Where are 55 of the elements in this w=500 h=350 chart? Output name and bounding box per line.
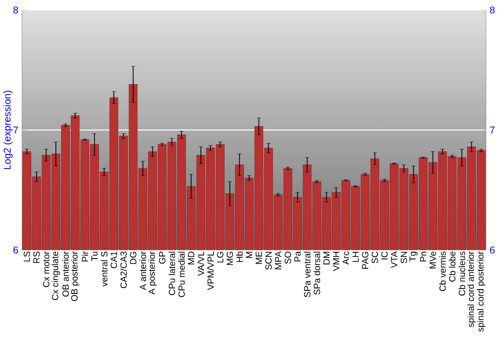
x-tick-label: Tg (409, 252, 418, 262)
x-tick-label: SO (284, 252, 292, 264)
x-tick-label: SN (400, 252, 408, 264)
x-tick-label: Arc (342, 251, 349, 265)
x-tick-label: SC (372, 252, 378, 264)
x-tick-label: LS (24, 252, 30, 262)
x-tick-label: RS (33, 252, 40, 263)
x-tick-label: Pn (420, 252, 426, 262)
x-tick-label: A anterior (140, 251, 146, 290)
x-tick-label: Cb vermis (439, 252, 446, 292)
x-tick-label: MPA (275, 251, 282, 270)
x-tick-label: spinal cord anterior (467, 251, 476, 328)
x-tick-label: VMH (333, 252, 340, 272)
x-tick-label: DG (130, 252, 136, 264)
x-tick-label: Hb (236, 252, 243, 262)
y-tick-label: 6 (13, 246, 18, 254)
x-tick-label: ventral S (100, 252, 108, 287)
x-tick-label: VPM/VPL (207, 251, 214, 290)
y2-tick-label: 7 (490, 126, 495, 134)
x-tick-label: Pa (294, 251, 301, 262)
x-tick-label: GP (158, 252, 166, 264)
y2-tick-label: 8 (490, 6, 495, 14)
x-tick-label: Pir (82, 251, 88, 262)
x-tick-label: VA/VL (198, 251, 204, 276)
x-tick-label: MG (226, 252, 234, 265)
x-tick-label: MD (188, 252, 194, 264)
x-tick-label: IC (381, 252, 388, 260)
x-tick-label: Cb lobe (448, 252, 456, 282)
x-tick-label: SPa ventral (304, 252, 310, 298)
x-tick-label: M (246, 252, 252, 258)
x-tick-label: Cb nucleus (458, 252, 466, 296)
x-tick-label: CA2/CA3 (120, 252, 127, 288)
x-tick-label: A posterior (148, 251, 157, 295)
x-tick-label: OB anterior (62, 251, 69, 297)
x-tick-label: VTA (391, 251, 398, 268)
x-tick-label: MVe (430, 252, 436, 268)
x-tick-label: CPu medial (178, 252, 185, 298)
x-tick-label: Cx cingulate (52, 252, 60, 300)
x-tick-label: Cx motor (42, 251, 50, 288)
x-tick-label: LH (352, 252, 359, 262)
x-tick-label: PAG (362, 252, 368, 269)
x-tick-label: Tu (91, 252, 98, 262)
x-tick-label: SPa dorsal (314, 252, 320, 295)
y-tick-label: 7 (13, 126, 18, 134)
x-tick-label: CPu lateral (168, 252, 176, 296)
x-tick-label: DM (323, 252, 330, 264)
y-tick-label: 8 (13, 6, 18, 14)
x-tick-label: ME (256, 252, 262, 264)
x-tick-label: CA1 (110, 252, 118, 268)
x-tick-label: SCN (265, 252, 272, 270)
x-tick-label: LG (216, 252, 224, 262)
y-axis-title: Log2 (expression) (3, 90, 13, 170)
x-tick-label: OB posterior (70, 251, 80, 302)
x-tick-label: spinal cord posterior (476, 251, 486, 332)
y2-tick-label: 6 (490, 246, 495, 254)
